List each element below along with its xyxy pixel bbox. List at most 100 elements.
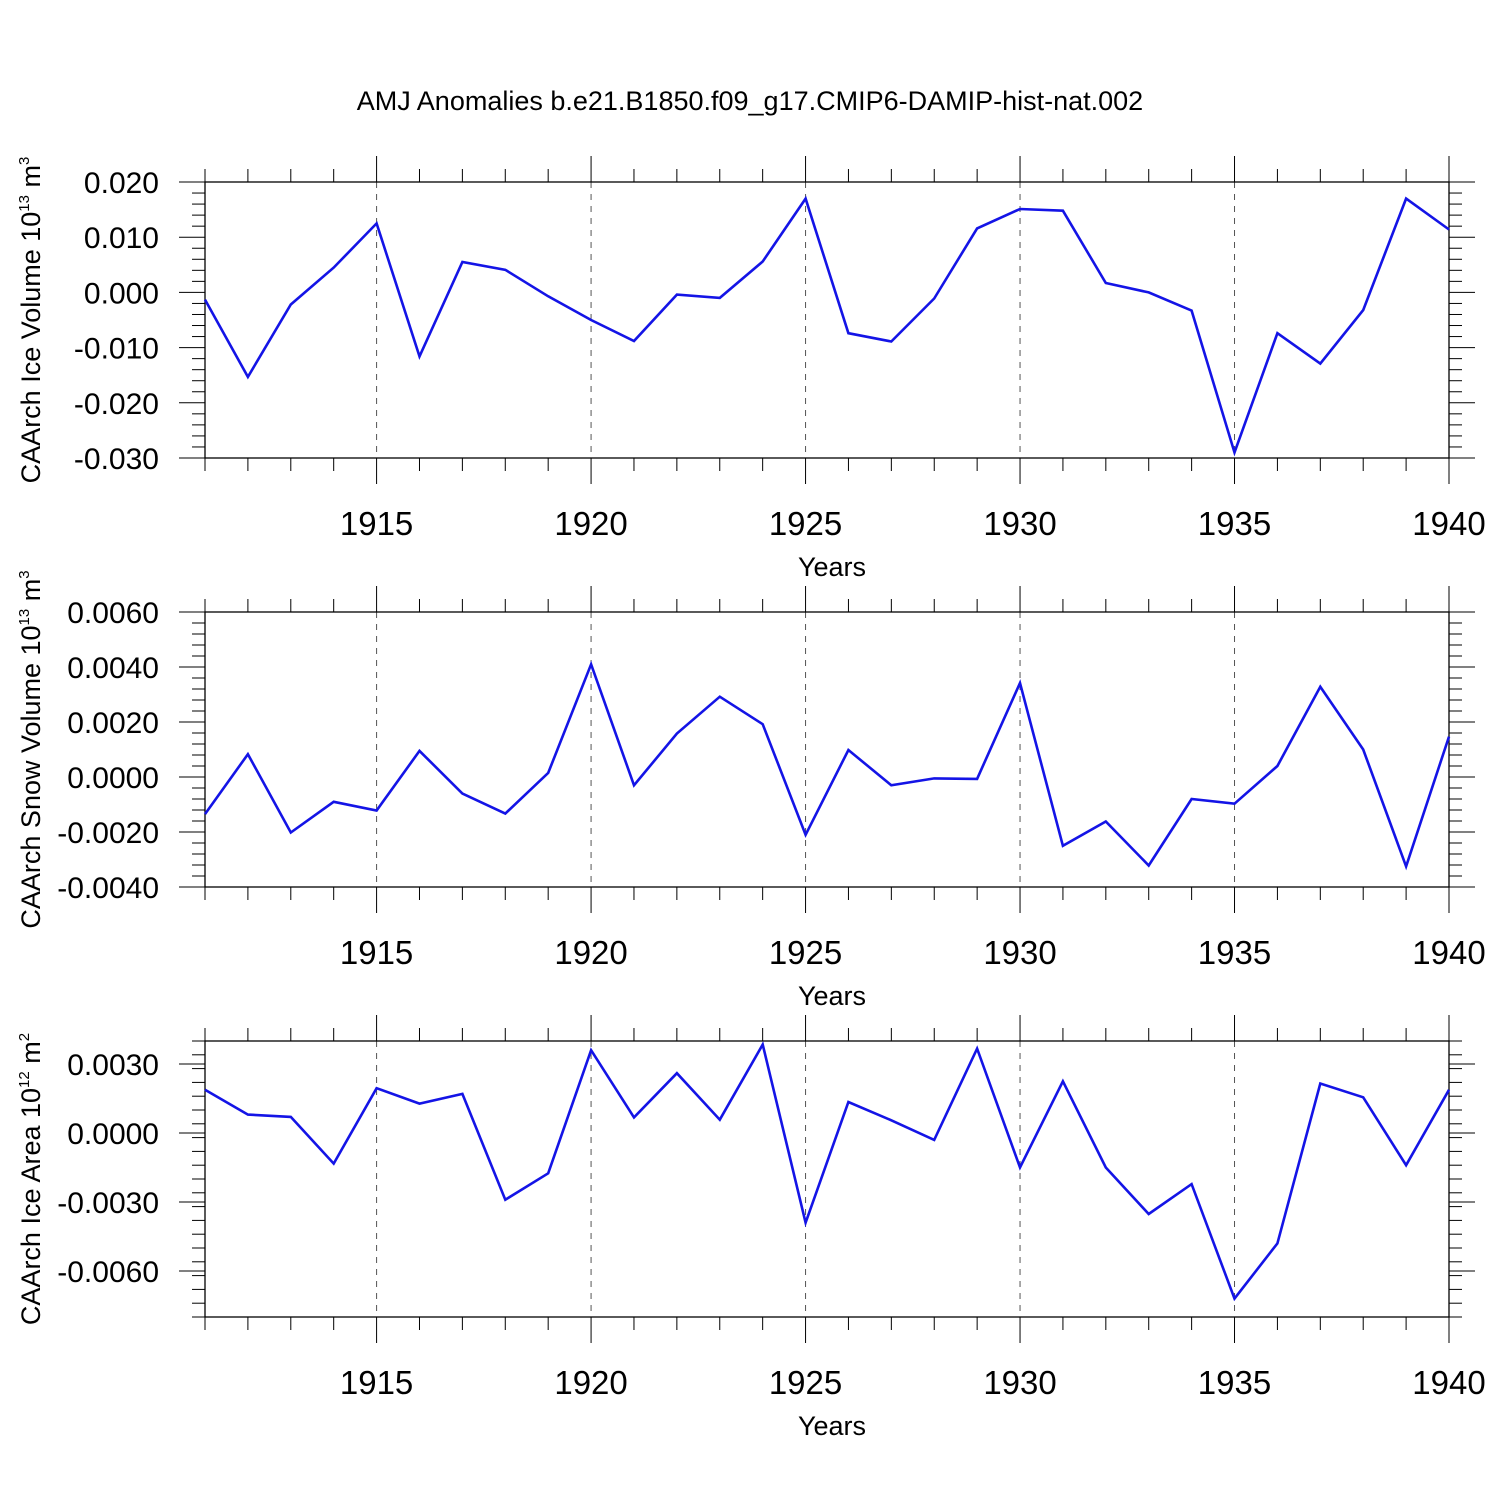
x-tick-label: 1940 [1412, 1364, 1485, 1401]
y-tick-label: -0.0030 [57, 1187, 159, 1220]
data-point [632, 783, 636, 787]
y-tick-label: 0.000 [84, 277, 159, 310]
x-tick-label: 1930 [983, 934, 1056, 971]
y-tick-label: 0.0020 [67, 707, 159, 740]
data-point [503, 812, 507, 816]
y-tick-label: -0.010 [74, 333, 159, 366]
data-point [589, 1048, 593, 1052]
data-point [332, 800, 336, 804]
data-point [460, 792, 464, 796]
y-tick-label: 0.0060 [67, 597, 159, 630]
data-point [1275, 331, 1279, 335]
data-point [1018, 1166, 1022, 1170]
data-point [417, 749, 421, 753]
data-point [1147, 1212, 1151, 1216]
data-point [546, 294, 550, 298]
data-point [932, 776, 936, 780]
data-point [632, 1115, 636, 1119]
data-point [203, 1088, 207, 1092]
data-point [761, 1042, 765, 1046]
y-tick-label: -0.0020 [57, 817, 159, 850]
data-point [846, 1100, 850, 1104]
x-tick-label: 1925 [769, 934, 842, 971]
y-tick-label: -0.0060 [57, 1256, 159, 1289]
data-point [1361, 748, 1365, 752]
data-point [1447, 1088, 1451, 1092]
y-tick-label: 0.0000 [67, 1118, 159, 1151]
data-point [1190, 1182, 1194, 1186]
data-point [1447, 735, 1451, 739]
data-point [460, 1092, 464, 1096]
data-point [889, 340, 893, 344]
data-point [289, 303, 293, 307]
x-tick-label: 1935 [1198, 934, 1271, 971]
y-tick-label: -0.020 [74, 388, 159, 421]
data-point [1104, 281, 1108, 285]
data-point [1018, 681, 1022, 685]
data-point [417, 1102, 421, 1106]
data-point [1061, 1079, 1065, 1083]
data-point [718, 1118, 722, 1122]
y-tick-label: 0.0000 [67, 762, 159, 795]
y-tick-label: 0.0030 [67, 1049, 159, 1082]
data-point [675, 293, 679, 297]
data-point [1233, 450, 1237, 454]
data-point [1275, 764, 1279, 768]
data-point [1147, 864, 1151, 868]
data-point [1404, 197, 1408, 201]
data-point [975, 226, 979, 230]
data-point [846, 748, 850, 752]
data-point [1190, 309, 1194, 313]
data-point [375, 809, 379, 813]
plot-frame [204, 181, 1450, 459]
series-line [203, 195, 1450, 457]
x-tick-label: 1925 [769, 505, 842, 542]
data-point [975, 1047, 979, 1051]
x-tick-label: 1915 [340, 1364, 413, 1401]
series-line [203, 660, 1451, 871]
data-point [246, 375, 250, 379]
data-point [546, 771, 550, 775]
data-point [1233, 802, 1237, 806]
data-point [1147, 290, 1151, 294]
panel-2: -0.0040 -0.0020 0.0000 0.0020 0.0040 0.0060 19… [16, 570, 1486, 1011]
plot-frame [204, 1040, 1450, 1318]
x-tick-label: 1940 [1412, 934, 1485, 971]
data-point [289, 1115, 293, 1119]
x-tick-label: 1935 [1198, 1364, 1271, 1401]
y-tick-label: 0.020 [84, 167, 159, 200]
data-point [932, 1138, 936, 1142]
x-tick-label: 1930 [983, 1364, 1056, 1401]
data-point [375, 221, 379, 225]
data-point [503, 268, 507, 272]
data-point [718, 695, 722, 699]
data-point [804, 1221, 808, 1225]
data-point [246, 752, 250, 756]
data-point [632, 339, 636, 343]
data-point [846, 331, 850, 335]
x-tick-label: 1915 [340, 934, 413, 971]
x-axis-label: Years [798, 1411, 866, 1441]
figure-title: AMJ Anomalies b.e21.B1850.f09_g17.CMIP6-… [357, 86, 1143, 116]
y-axis-label: CAArch Ice Area 1012 m2 [16, 1033, 46, 1325]
data-point [804, 833, 808, 837]
x-tick-label: 1920 [554, 934, 627, 971]
data-point [1104, 1166, 1108, 1170]
data-point [1318, 1082, 1322, 1086]
panel-1: -0.030 -0.020 -0.010 0.000 0.010 0.020 1915 192… [16, 156, 1486, 582]
data-point [889, 783, 893, 787]
x-tick-label: 1935 [1198, 505, 1271, 542]
y-tick-label: -0.030 [74, 443, 159, 476]
data-point [1233, 1297, 1237, 1301]
y-tick-label: -0.0040 [57, 872, 159, 905]
data-point [546, 1171, 550, 1175]
data-point [889, 1118, 893, 1122]
x-tick-label: 1920 [554, 1364, 627, 1401]
data-point [1447, 227, 1451, 231]
data-point [417, 354, 421, 358]
data-point [675, 1071, 679, 1075]
x-tick-label: 1930 [983, 505, 1056, 542]
x-tick-label: 1920 [554, 505, 627, 542]
x-tick-label: 1925 [769, 1364, 842, 1401]
data-point [1361, 1095, 1365, 1099]
